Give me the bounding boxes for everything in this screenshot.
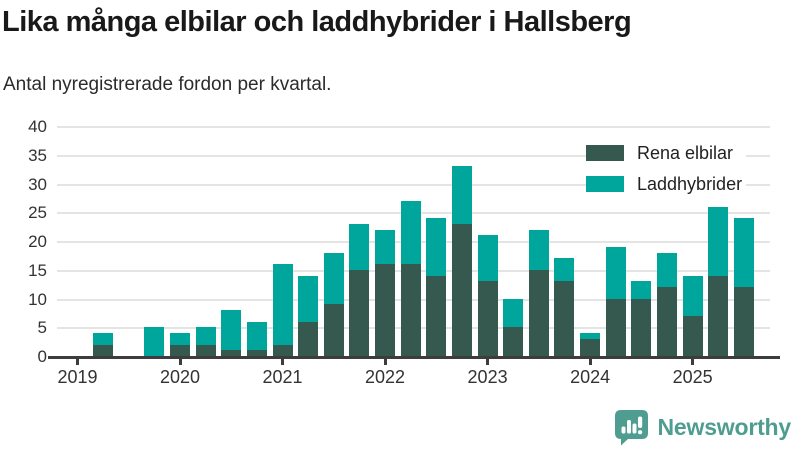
x-tick-label-2024: 2024	[570, 367, 611, 387]
y-tick-label-5: 5	[37, 318, 47, 338]
bar-segment-elbilar-q8	[272, 344, 293, 356]
bar-segment-elbilar-q22	[631, 298, 652, 356]
x-tick-2019	[76, 359, 79, 365]
bar-segment-elbilar-q11	[349, 269, 370, 356]
bar-segment-laddhybrider-q25	[708, 206, 729, 276]
bar-segment-elbilar-q7	[246, 350, 267, 356]
bar-segment-laddhybrider-q17	[503, 298, 524, 328]
bar-segment-elbilar-q21	[605, 298, 626, 356]
bar-segment-laddhybrider-q21	[605, 246, 626, 299]
x-tick-2021	[281, 359, 285, 365]
legend-label-elbilar: Rena elbilar	[637, 142, 734, 163]
x-tick-label-2022: 2022	[365, 367, 406, 387]
y-tick-label-20: 20	[28, 232, 47, 251]
stacked-bar-chart: 0 5 10 15 20 25 30 35 40 2019 2020 2021 2022 2023 2024…	[28, 117, 780, 387]
x-tick-2022	[383, 359, 387, 365]
bar-segment-elbilar-q24	[682, 315, 703, 356]
y-tick-label-35: 35	[28, 145, 47, 165]
bar-segment-laddhybrider-q5	[195, 327, 216, 345]
gridline-30	[57, 183, 770, 186]
legend-label-laddhybrider: Laddhybrider	[637, 173, 743, 194]
brand-name: Newsworthy	[657, 414, 792, 440]
bar-segment-elbilar-q12	[375, 264, 396, 356]
elbilar-color-swatch	[586, 145, 624, 161]
x-axis-line	[48, 356, 780, 359]
bar-segment-elbilar-q17	[503, 327, 524, 356]
y-tick-label-30: 30	[28, 174, 47, 194]
bar-segment-elbilar-q26	[733, 287, 754, 356]
bar-segment-laddhybrider-q13	[400, 200, 421, 264]
bar-segment-elbilar-q4	[170, 344, 191, 356]
x-tick-label-2019: 2019	[57, 367, 98, 387]
bar-segment-elbilar-q19	[554, 281, 575, 356]
legend: Rena elbilar Laddhybrider	[586, 142, 747, 204]
y-tick-label-15: 15	[28, 260, 47, 280]
y-tick-label-10: 10	[28, 289, 47, 309]
bar-segment-laddhybrider-q4	[170, 333, 191, 345]
bar-segment-elbilar-q20	[580, 338, 601, 356]
bar-segment-elbilar-q13	[400, 264, 421, 356]
bar-segment-elbilar-q15	[451, 223, 472, 356]
gridline-40	[57, 126, 770, 128]
bar-segment-laddhybrider-q22	[631, 281, 652, 299]
bar-segment-elbilar-q25	[708, 275, 729, 356]
bar-segment-elbilar-q5	[195, 344, 216, 356]
bar-segment-elbilar-q6	[221, 350, 242, 356]
legend-item-rena-elbilar: Rena elbilar	[586, 142, 747, 164]
bar-segment-elbilar-q10	[323, 304, 344, 356]
chart-subtitle: Antal nyregistrerade fordon per kvartal.	[3, 74, 332, 95]
newsworthy-attribution[interactable]: Newsworthy	[614, 409, 791, 446]
gridline-35	[57, 154, 770, 157]
bar-segment-laddhybrider-q8	[272, 264, 293, 345]
bar-segment-laddhybrider-q26	[733, 218, 754, 287]
bar-segment-laddhybrider-q1	[93, 333, 114, 345]
x-tick-2024	[588, 359, 592, 365]
legend-item-laddhybrider: Laddhybrider	[586, 173, 747, 195]
bar-segment-laddhybrider-q11	[349, 223, 370, 270]
x-tick-label-2021: 2021	[262, 367, 303, 387]
bar-segment-elbilar-q18	[528, 269, 549, 356]
bar-segment-laddhybrider-q10	[323, 252, 344, 305]
y-tick-label-0: 0	[37, 347, 47, 366]
bar-segment-elbilar-q14	[426, 275, 447, 356]
bar-segment-laddhybrider-q12	[375, 229, 396, 264]
bar-segment-elbilar-q1	[93, 344, 114, 356]
bar-segment-laddhybrider-q19	[554, 258, 575, 282]
newsworthy-logo-icon	[614, 410, 648, 446]
bar-segment-laddhybrider-q23	[656, 252, 677, 287]
x-tick-2023	[486, 359, 490, 365]
x-tick-label-2025: 2025	[672, 367, 713, 387]
bar-segment-elbilar-q23	[656, 287, 677, 356]
y-tick-label-40: 40	[28, 117, 47, 136]
bar-segment-laddhybrider-q9	[298, 275, 319, 322]
bar-segment-laddhybrider-q18	[528, 229, 549, 270]
bar-segment-laddhybrider-q6	[221, 310, 242, 351]
x-tick-2025	[691, 359, 695, 365]
bar-segment-laddhybrider-q7	[246, 321, 267, 351]
bar-segment-elbilar-q9	[298, 321, 319, 356]
laddhybrider-color-swatch	[586, 176, 624, 192]
bar-segment-laddhybrider-q24	[682, 275, 703, 316]
x-tick-label-2020: 2020	[159, 367, 201, 387]
bar-segment-laddhybrider-q15	[451, 166, 472, 224]
x-tick-label-2023: 2023	[467, 367, 508, 387]
x-tick-2020	[178, 359, 182, 365]
chart-title: Lika många elbilar och laddhybrider i Ha…	[2, 6, 632, 38]
bar-segment-laddhybrider-q16	[477, 235, 498, 282]
y-tick-label-25: 25	[28, 203, 47, 223]
bar-segment-laddhybrider-q3	[144, 327, 165, 356]
bar-segment-laddhybrider-q14	[426, 218, 447, 276]
bar-segment-laddhybrider-q20	[580, 333, 601, 339]
bar-segment-elbilar-q16	[477, 281, 498, 356]
